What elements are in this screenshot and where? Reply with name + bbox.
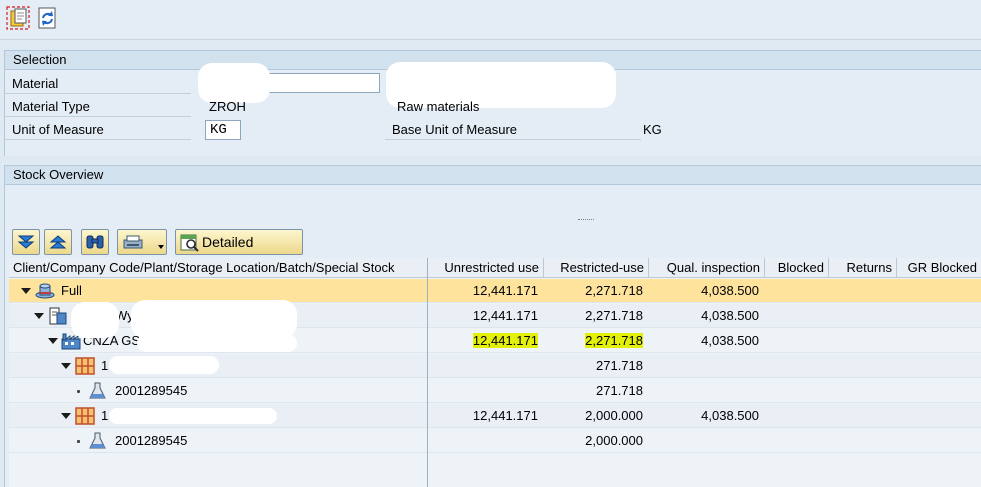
expand-all-button[interactable] bbox=[12, 229, 40, 255]
column-header-blocked[interactable]: Blocked bbox=[765, 258, 829, 278]
print-button[interactable] bbox=[117, 229, 167, 255]
tree-column-divider[interactable] bbox=[427, 258, 428, 487]
splitter-handle[interactable] bbox=[578, 219, 594, 221]
tree-node-label: Wy bbox=[115, 308, 134, 323]
find-icon bbox=[86, 235, 104, 249]
redaction-blot bbox=[109, 408, 277, 424]
tree-node-label: 1 bbox=[101, 358, 109, 373]
tree-leaf-bullet bbox=[77, 390, 80, 393]
restricted-value: 2,000.000 bbox=[585, 433, 643, 448]
company-code-icon bbox=[49, 307, 67, 325]
table-row[interactable]: Full 12,441.171 2,271.718 4,038.500 bbox=[9, 279, 981, 303]
column-header-hierarchy[interactable]: Client/Company Code/Plant/Storage Locati… bbox=[9, 258, 428, 278]
unrestricted-value: 12,441.171 bbox=[472, 283, 538, 298]
redaction-blot bbox=[198, 63, 270, 103]
selection-group: Material 0129 Material Type ZROH Raw mat… bbox=[4, 62, 981, 156]
collapse-toggle[interactable] bbox=[48, 338, 58, 344]
unrestricted-value bbox=[428, 429, 544, 453]
storage-location-icon bbox=[75, 357, 95, 375]
restricted-value: 2,271.718 bbox=[585, 308, 643, 323]
batch-icon bbox=[89, 432, 106, 449]
detailed-display-button[interactable]: Detailed Display bbox=[175, 229, 303, 274]
base-unit-of-measure-label: Base Unit of Measure bbox=[385, 120, 641, 140]
qual-inspection-value: 4,038.500 bbox=[701, 308, 759, 323]
print-icon bbox=[123, 235, 143, 249]
grid-header: Client/Company Code/Plant/Storage Locati… bbox=[9, 258, 981, 278]
storage-location-icon bbox=[75, 407, 95, 425]
tree-node-label: 2001289545 bbox=[115, 383, 188, 398]
collapse-all-icon bbox=[49, 235, 67, 249]
new-document-icon[interactable] bbox=[6, 6, 30, 30]
redaction-blot bbox=[71, 302, 119, 338]
qual-inspection-value: 4,038.500 bbox=[701, 283, 759, 298]
restricted-value: 2,271.718 bbox=[544, 329, 649, 353]
stock-overview-group-title: Stock Overview bbox=[4, 165, 981, 185]
table-row[interactable]: 2001289545 271.718 bbox=[9, 379, 981, 403]
tree-leaf-bullet bbox=[77, 440, 80, 443]
tree-node-label: 1 bbox=[101, 408, 109, 423]
tree-node-label: 2001289545 bbox=[115, 433, 188, 448]
application-toolbar bbox=[0, 0, 981, 40]
print-dropdown-arrow[interactable] bbox=[158, 245, 164, 249]
material-label: Material bbox=[5, 74, 191, 94]
batch-icon bbox=[89, 382, 106, 399]
unrestricted-value bbox=[428, 379, 544, 403]
detailed-display-icon bbox=[180, 234, 199, 252]
refresh-icon[interactable] bbox=[36, 6, 60, 30]
find-button[interactable] bbox=[81, 229, 109, 255]
restricted-value: 2,271.718 bbox=[585, 283, 643, 298]
restricted-value: 2,000.000 bbox=[585, 408, 643, 423]
unit-of-measure-field[interactable]: KG bbox=[205, 120, 241, 140]
redaction-blot bbox=[137, 334, 297, 352]
client-hat-icon bbox=[35, 283, 55, 299]
unrestricted-value: 12,441.171 bbox=[428, 329, 544, 353]
qual-inspection-value bbox=[649, 354, 765, 378]
redaction-blot bbox=[131, 300, 297, 338]
material-type-label: Material Type bbox=[5, 97, 191, 117]
unrestricted-value bbox=[428, 354, 544, 378]
plant-icon bbox=[61, 333, 81, 350]
unrestricted-value: 12,441.171 bbox=[472, 308, 538, 323]
table-row[interactable]: 2001289545 2,000.000 bbox=[9, 429, 981, 453]
qual-inspection-value bbox=[649, 379, 765, 403]
collapse-all-button[interactable] bbox=[44, 229, 72, 255]
column-header-returns[interactable]: Returns bbox=[829, 258, 897, 278]
redaction-blot bbox=[109, 356, 219, 374]
collapse-toggle[interactable] bbox=[34, 313, 44, 319]
stock-overview-grid: Client/Company Code/Plant/Storage Locati… bbox=[9, 258, 981, 487]
qual-inspection-value bbox=[649, 429, 765, 453]
collapse-toggle[interactable] bbox=[21, 288, 31, 294]
base-unit-of-measure-value: KG bbox=[643, 122, 662, 137]
restricted-value: 271.718 bbox=[596, 383, 643, 398]
material-type-description: Raw materials bbox=[397, 99, 480, 114]
tree-node-label: Full bbox=[61, 283, 82, 298]
column-header-qual-inspection[interactable]: Qual. inspection bbox=[649, 258, 765, 278]
material-type-value: ZROH bbox=[209, 99, 246, 114]
collapse-toggle[interactable] bbox=[61, 413, 71, 419]
column-header-restricted[interactable]: Restricted-use bbox=[544, 258, 649, 278]
column-header-gr-blocked[interactable]: GR Blocked bbox=[907, 260, 977, 275]
restricted-value: 271.718 bbox=[596, 358, 643, 373]
highlighted-value: 12,441.171 bbox=[472, 333, 538, 348]
qual-inspection-value: 4,038.500 bbox=[701, 333, 759, 348]
unit-of-measure-label: Unit of Measure bbox=[5, 120, 191, 140]
expand-all-icon bbox=[17, 235, 35, 249]
redaction-blot bbox=[386, 62, 616, 108]
highlighted-value: 2,271.718 bbox=[585, 333, 643, 348]
collapse-toggle[interactable] bbox=[61, 363, 71, 369]
unrestricted-value: 12,441.171 bbox=[472, 408, 538, 423]
column-header-unrestricted[interactable]: Unrestricted use bbox=[428, 258, 544, 278]
qual-inspection-value: 4,038.500 bbox=[701, 408, 759, 423]
